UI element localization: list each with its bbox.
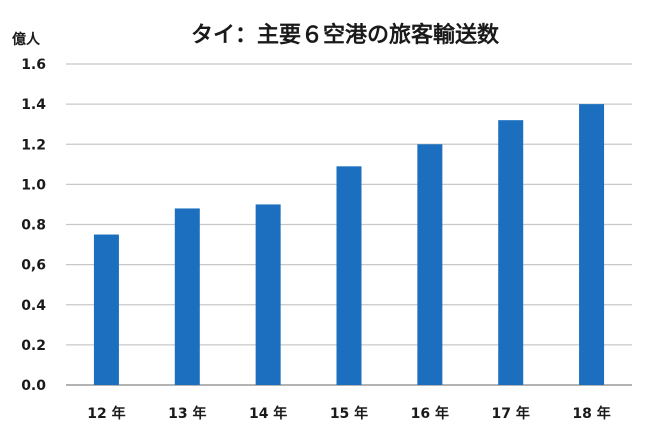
- bar: [255, 204, 281, 385]
- chart-title: タイ：主要６空港の旅客輸送数: [191, 22, 500, 48]
- x-tick-label: 13 年: [168, 405, 206, 422]
- x-tick-label: 18 年: [572, 405, 610, 422]
- y-axis-ticks: 0.0 0.2 0.4 0,6 0.8 1.0 1.2 1.4 1.6: [21, 57, 46, 394]
- bar: [579, 104, 605, 385]
- y-tick-label: 0.0: [21, 378, 46, 394]
- y-tick-label: 0,6: [21, 258, 46, 274]
- y-axis-unit-label: 億人: [12, 31, 41, 48]
- bar: [174, 208, 200, 385]
- y-tick-label: 0.4: [21, 298, 46, 314]
- x-tick-label: 12 年: [87, 405, 125, 422]
- y-tick-label: 1.4: [21, 97, 46, 113]
- x-tick-label: 14 年: [249, 405, 287, 422]
- x-tick-label: 17 年: [492, 405, 530, 422]
- bar: [498, 120, 524, 386]
- bar: [417, 144, 443, 385]
- x-tick-label: 16 年: [411, 405, 449, 422]
- x-tick-label: 15 年: [330, 405, 368, 422]
- bars: [93, 104, 605, 386]
- y-tick-label: 1.0: [21, 177, 46, 193]
- y-tick-label: 0.2: [21, 338, 46, 354]
- y-tick-label: 0.8: [21, 218, 46, 234]
- y-tick-label: 1.6: [21, 57, 46, 73]
- x-axis-ticks: 12 年 13 年 14 年 15 年 16 年 17 年 18 年: [87, 405, 611, 422]
- bar: [336, 166, 362, 385]
- bar: [93, 234, 119, 385]
- y-tick-label: 1.2: [21, 137, 46, 153]
